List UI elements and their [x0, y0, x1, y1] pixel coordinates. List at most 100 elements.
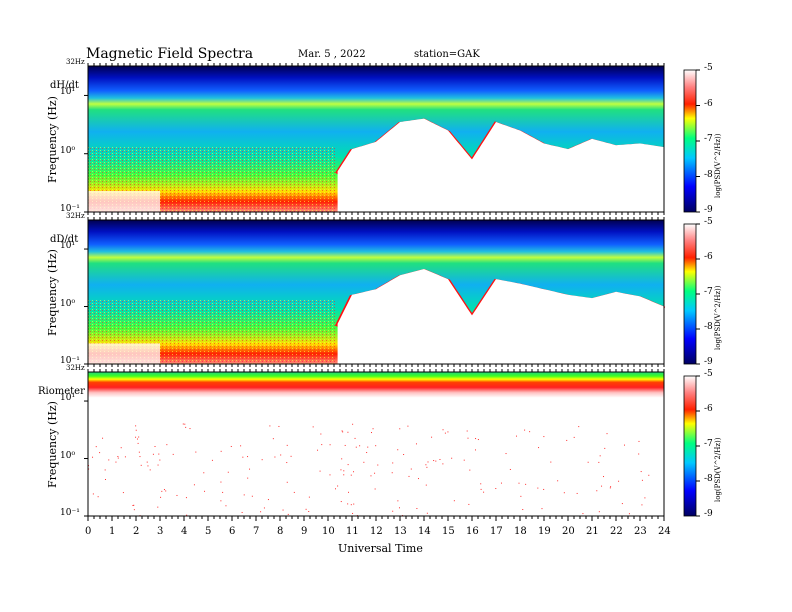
noise-point: [92, 493, 94, 495]
x-tick-label: 12: [370, 526, 383, 537]
noise-point: [135, 429, 137, 431]
colorbar-tick-label: -5: [704, 369, 713, 379]
noise-point: [391, 472, 393, 474]
noise-point: [353, 503, 355, 505]
noise-point: [165, 490, 167, 492]
colorbar: [683, 69, 697, 213]
noise-point: [439, 458, 441, 460]
date-label: Mar. 5 , 2022: [298, 49, 366, 60]
noise-point: [468, 503, 470, 505]
noise-point: [317, 449, 319, 451]
noise-point: [587, 461, 589, 463]
noise-point: [638, 453, 640, 455]
noise-point: [566, 439, 568, 441]
colorbar-tick-label: -7: [704, 287, 713, 297]
noise-point: [495, 488, 497, 490]
colorbar-tick-label: -8: [704, 322, 713, 332]
noise-point: [648, 474, 650, 476]
noise-point: [140, 464, 142, 466]
noise-point: [538, 447, 540, 449]
noise-point: [477, 439, 479, 441]
noise-point: [350, 474, 352, 476]
noise-point: [308, 510, 310, 512]
noise-point: [543, 488, 545, 490]
noise-point: [147, 465, 149, 467]
colorbar: [683, 223, 697, 365]
noise-point: [282, 509, 284, 511]
noise-point: [267, 499, 269, 501]
noise-point: [166, 444, 168, 446]
noise-point: [355, 446, 357, 448]
noise-point: [117, 455, 119, 457]
noise-point: [186, 514, 188, 516]
colorbar-tick-label: -8: [704, 474, 713, 484]
cutoff-region: [337, 269, 664, 364]
noise-point: [312, 426, 314, 428]
x-tick-label: 10: [322, 526, 335, 537]
noise-point: [543, 436, 545, 438]
y-tick-label: 10¹: [60, 87, 76, 98]
noise-point: [88, 465, 90, 467]
noise-point: [426, 466, 428, 468]
noise-point: [152, 453, 154, 455]
noise-point: [99, 452, 101, 454]
noise-point: [377, 464, 379, 466]
x-tick-label: 11: [346, 526, 359, 537]
x-axis-label: Universal Time: [338, 542, 423, 555]
noise-point: [347, 431, 349, 433]
noise-point: [599, 455, 601, 457]
noise-point: [644, 497, 646, 499]
colorbar-tick-label: -6: [704, 404, 713, 414]
noise-point: [274, 456, 276, 458]
y-tick-label: 10⁰: [60, 298, 76, 309]
station-label: station=GAK: [414, 49, 480, 60]
x-tick-label: 3: [157, 526, 164, 537]
colorbar: [683, 375, 697, 517]
x-tick-label: 9: [301, 526, 308, 537]
noise-point: [146, 461, 148, 463]
noise-point: [104, 469, 106, 471]
x-tick-label: 6: [229, 526, 236, 537]
noise-point: [341, 430, 343, 432]
noise-point: [354, 437, 356, 439]
noise-point: [340, 501, 342, 503]
noise-point: [447, 431, 449, 433]
noise-point: [363, 461, 365, 463]
noise-point: [582, 513, 584, 515]
noise-point: [185, 426, 187, 428]
noise-point: [348, 491, 350, 493]
noise-point: [135, 436, 137, 438]
y-tick-label: 10⁰: [60, 450, 76, 461]
noise-point: [397, 449, 399, 451]
noise-point: [425, 484, 427, 486]
panel-1: [88, 220, 666, 364]
noise-point: [596, 490, 598, 492]
noise-point: [138, 451, 140, 453]
y-axis-label: Frequency (Hz): [46, 401, 59, 488]
noise-point: [467, 437, 469, 439]
noise-point: [541, 508, 543, 510]
colorbar-tick-label: -5: [704, 63, 713, 73]
panel-name-label: dH/dt: [50, 80, 79, 91]
y-tick-label: 10¹: [60, 393, 76, 404]
x-tick-label: 14: [418, 526, 431, 537]
colorbar-tick-label: -8: [704, 169, 713, 180]
noise-point: [474, 449, 476, 451]
noise-point: [204, 490, 206, 492]
noise-point: [163, 489, 165, 491]
noise-point: [518, 482, 520, 484]
noise-point: [102, 437, 104, 439]
noise-point: [392, 462, 394, 464]
noise-point: [158, 453, 160, 455]
noise-point: [606, 433, 608, 435]
noise-point: [95, 446, 97, 448]
noise-point: [641, 479, 643, 481]
noise-point: [182, 423, 184, 425]
y-tick-label: 10¹: [60, 241, 76, 252]
noise-point: [416, 508, 418, 510]
noise-point: [366, 452, 368, 454]
noise-point: [242, 456, 244, 458]
noise-point: [120, 447, 122, 449]
noise-point: [350, 504, 352, 506]
